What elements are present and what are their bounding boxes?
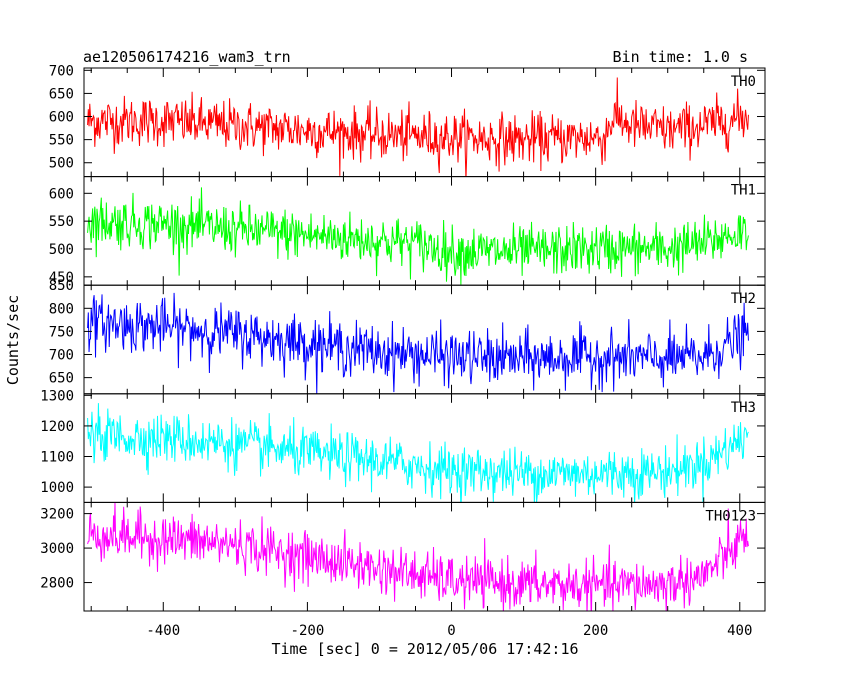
x-axis-label: Time [sec] 0 = 2012/05/06 17:42:16 [271,640,578,658]
y-tick-label: 1200 [40,419,74,435]
x-tick-label: 400 [727,623,752,639]
y-tick-label: 550 [49,133,74,149]
y-tick-label: 500 [49,242,74,258]
panel-name-th0: TH0 [731,74,756,90]
panel-name-th3: TH3 [731,400,756,416]
chart-title: ae120506174216_wam3_trn [83,48,291,66]
y-axis-label: Counts/sec [4,295,22,385]
y-tick-label: 700 [49,63,74,79]
panel-frame-th0123 [83,501,766,612]
y-tick-label: 800 [49,301,74,317]
y-tick-label: 1100 [40,450,74,466]
series-line-th0 [87,77,749,177]
series-line-th2 [87,292,749,394]
y-tick-label: 750 [49,324,74,340]
panel-name-th0123: TH0123 [705,508,756,524]
panel-name-th2: TH2 [731,291,756,307]
y-tick-label: 3000 [40,541,74,557]
y-tick-label: 1300 [40,388,74,404]
bin-time-label: Bin time: 1.0 s [613,48,748,66]
x-tick-label: -400 [146,623,180,639]
y-tick-label: 600 [49,110,74,126]
x-tick-label: 0 [447,623,455,639]
y-tick-label: 1000 [40,480,74,496]
y-tick-label: 850 [49,278,74,294]
y-tick-label: 550 [49,214,74,230]
panel-name-th1: TH1 [731,183,756,199]
panels-group: TH0 500 550 600 650 700 TH1 450 500 550 600 TH2 650 7… [40,63,766,639]
series-line-th1 [87,187,749,285]
y-tick-label: 650 [49,86,74,102]
y-tick-label: 700 [49,348,74,364]
y-tick-label: 2800 [40,576,74,592]
y-tick-label: 450 [49,270,74,286]
series-line-th0123 [87,502,749,611]
x-tick-label: -200 [291,623,325,639]
y-tick-label: 500 [49,156,74,172]
y-tick-label: 600 [49,186,74,202]
y-tick-label: 3200 [40,507,74,523]
y-tick-label: 650 [49,371,74,387]
x-tick-label: 200 [583,623,608,639]
series-line-th3 [87,403,749,503]
